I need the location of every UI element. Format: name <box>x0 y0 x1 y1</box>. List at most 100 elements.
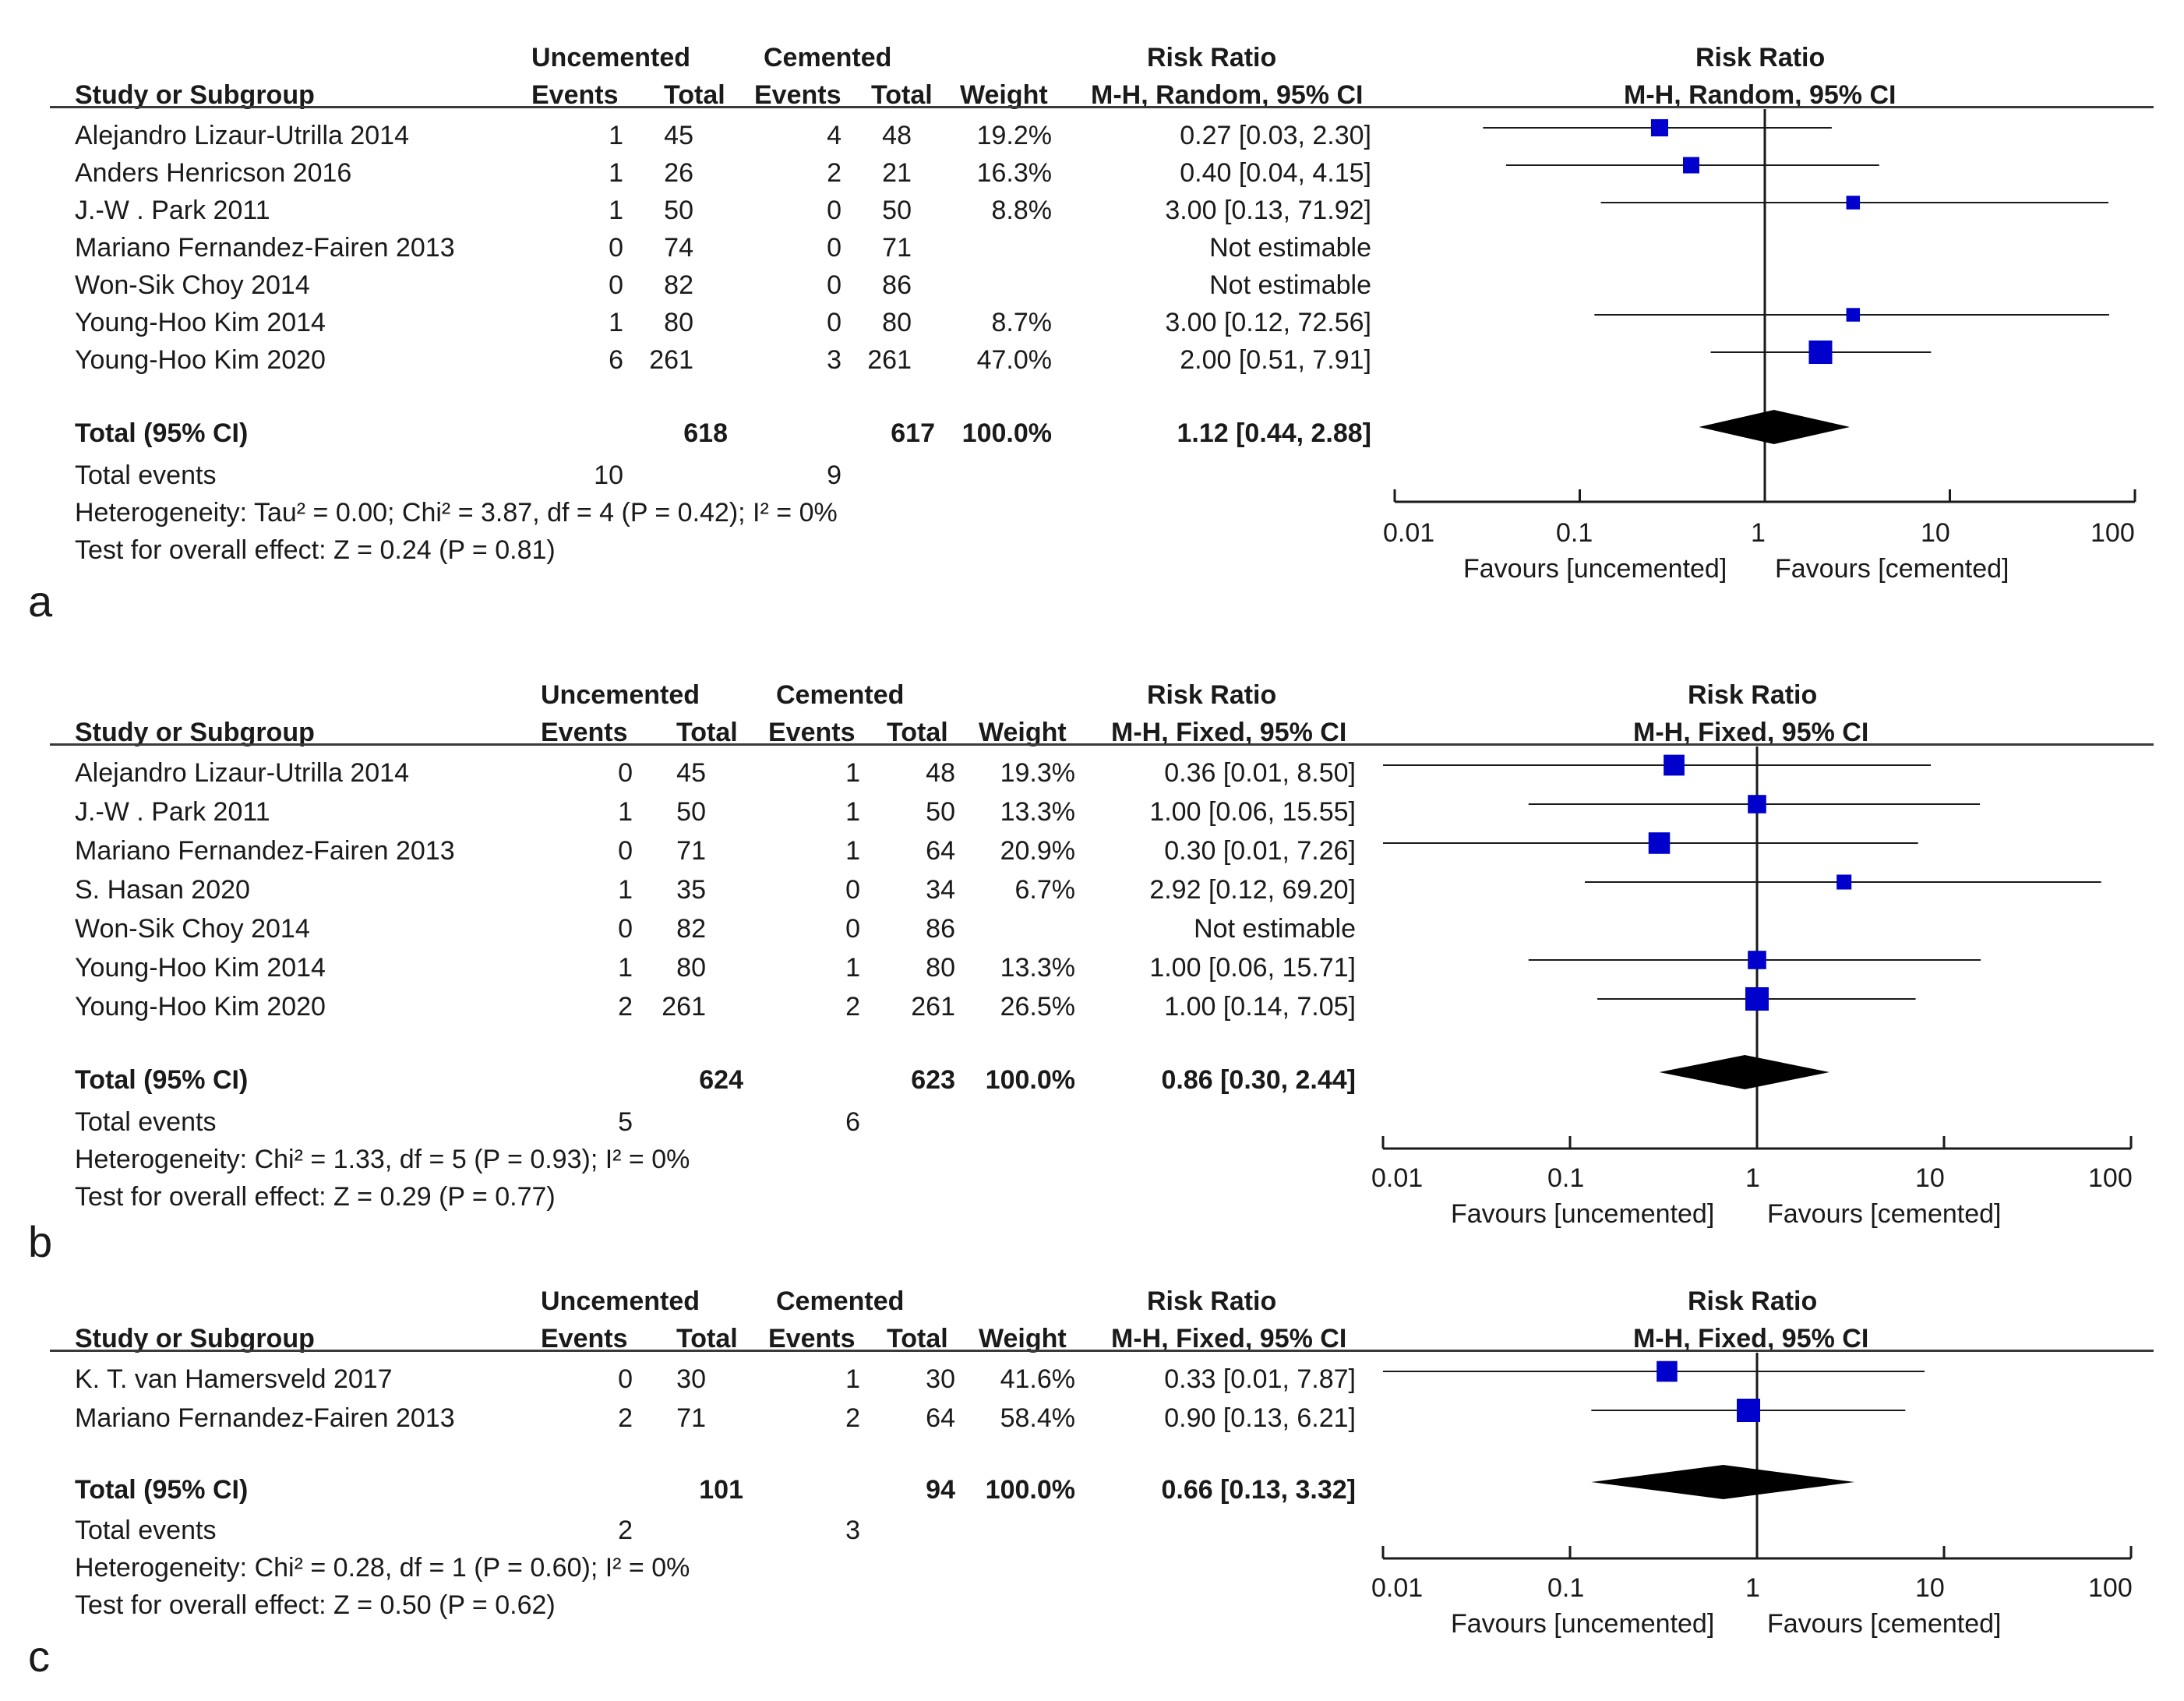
study-name: Alejandro Lizaur-Utrilla 2014 <box>75 121 410 150</box>
total2: 71 <box>882 233 912 263</box>
events2-total: 9 <box>827 461 841 490</box>
forest-plot-a <box>1393 109 2136 503</box>
col-rr-method-header: M-H, Fixed, 95% CI <box>1111 1324 1347 1353</box>
panel-label: a <box>28 577 53 626</box>
group1-header: Uncemented <box>541 680 700 710</box>
study-name: Anders Henricson 2016 <box>75 158 352 188</box>
favours-left-label: Favours [uncemented] <box>1451 1609 1715 1639</box>
events1: 1 <box>618 797 633 827</box>
total2: 64 <box>926 836 955 866</box>
favours-right-label: Favours [cemented] <box>1767 1609 2002 1639</box>
events2: 1 <box>845 1364 860 1394</box>
pooled-diamond <box>1699 410 1851 444</box>
risk-ratio-ci: Not estimable <box>1209 270 1371 300</box>
total2: 86 <box>926 914 955 944</box>
col-rr-method-header: M-H, Fixed, 95% CI <box>1111 718 1347 747</box>
axis-tick-label: 10 <box>1921 518 1950 548</box>
events1: 6 <box>609 345 623 375</box>
axis-tick-label: 0.1 <box>1547 1163 1585 1193</box>
total2: 261 <box>867 345 912 375</box>
events2-total: 3 <box>845 1516 860 1545</box>
events1: 0 <box>618 836 633 866</box>
col-events2-header: Events <box>754 80 841 110</box>
axis-tick-label: 10 <box>1915 1573 1945 1603</box>
axis-tick-label: 0.1 <box>1556 518 1593 548</box>
events1-total: 10 <box>594 461 623 490</box>
study-name: Won-Sik Choy 2014 <box>75 270 310 300</box>
col-rr-method-header: M-H, Random, 95% CI <box>1091 80 1364 110</box>
axis-tick-label: 0.01 <box>1383 518 1435 548</box>
weight: 8.7% <box>991 308 1053 337</box>
total2: 48 <box>926 758 955 788</box>
events1: 1 <box>618 953 633 983</box>
total1: 74 <box>664 233 693 263</box>
favours-right-label: Favours [cemented] <box>1775 554 2009 584</box>
events1-total: 2 <box>618 1516 633 1545</box>
total-rr: 0.86 [0.30, 2.44] <box>1161 1065 1356 1095</box>
weight: 8.8% <box>991 196 1053 225</box>
axis-tick-label: 0.01 <box>1371 1163 1424 1193</box>
total1: 50 <box>664 196 693 225</box>
axis-tick-label: 100 <box>2088 1163 2133 1193</box>
axis-tick-label: 100 <box>2088 1573 2133 1603</box>
events1: 1 <box>609 121 623 150</box>
plot-method-header: M-H, Fixed, 95% CI <box>1633 718 1869 747</box>
total2: 80 <box>882 308 912 337</box>
risk-ratio-ci: 3.00 [0.12, 72.56] <box>1165 308 1371 337</box>
total2: 48 <box>882 121 912 150</box>
study-name: Young-Hoo Kim 2014 <box>75 953 326 983</box>
events1: 2 <box>618 1403 633 1433</box>
col-events1-header: Events <box>541 1324 628 1353</box>
plot-title: Risk Ratio <box>1688 1286 1818 1316</box>
study-name: Young-Hoo Kim 2014 <box>75 308 326 337</box>
col-total2-header: Total <box>871 80 933 110</box>
weight: 20.9% <box>1000 836 1075 866</box>
events2: 0 <box>845 875 860 905</box>
study-marker <box>1808 341 1833 364</box>
study-marker <box>1657 1360 1678 1382</box>
events2: 4 <box>827 121 841 150</box>
header-rule <box>50 1350 2154 1352</box>
total-label: Total (95% CI) <box>75 1475 249 1505</box>
study-marker <box>1748 951 1766 969</box>
total2: 80 <box>926 953 955 983</box>
study-name: Mariano Fernandez-Fairen 2013 <box>75 233 455 263</box>
total1: 30 <box>676 1364 706 1394</box>
col-total1-header: Total <box>676 718 738 747</box>
overall-effect-text: Test for overall effect: Z = 0.29 (P = 0… <box>75 1182 556 1212</box>
forest-panel-a: Uncemented Cemented Risk Ratio Risk Rati… <box>0 0 2184 639</box>
risk-ratio-ci: 0.40 [0.04, 4.15] <box>1180 158 1371 188</box>
total2-value: 623 <box>911 1065 955 1095</box>
events2: 1 <box>845 797 860 827</box>
axis-tick-label: 0.01 <box>1371 1573 1424 1603</box>
forest-panel-c: Uncemented Cemented Risk Ratio Risk Rati… <box>0 1262 2184 1701</box>
events1-total: 5 <box>618 1107 633 1137</box>
study-marker <box>1650 118 1668 137</box>
weight: 19.2% <box>976 121 1052 150</box>
axis-tick-label: 1 <box>1745 1573 1760 1603</box>
total1: 45 <box>676 758 706 788</box>
study-name: Young-Hoo Kim 2020 <box>75 992 326 1022</box>
events-label: Total events <box>75 461 217 490</box>
events2: 0 <box>827 196 841 225</box>
pooled-diamond <box>1659 1055 1829 1089</box>
events1: 0 <box>618 758 633 788</box>
favours-left-label: Favours [uncemented] <box>1463 554 1727 584</box>
col-events2-header: Events <box>768 1324 856 1353</box>
col-events2-header: Events <box>768 718 856 747</box>
group1-header: Uncemented <box>541 1286 700 1316</box>
group2-header: Cemented <box>764 43 892 72</box>
risk-ratio-ci: 0.30 [0.01, 7.26] <box>1164 836 1356 866</box>
forest-plot-c <box>1381 1353 2133 1560</box>
total1: 82 <box>676 914 706 944</box>
study-name: K. T. van Hamersveld 2017 <box>75 1364 393 1394</box>
col-total2-header: Total <box>887 1324 948 1353</box>
total2: 21 <box>882 158 912 188</box>
weight: 13.3% <box>1000 797 1075 827</box>
total1-value: 101 <box>699 1475 743 1505</box>
weight: 19.3% <box>1000 758 1075 788</box>
total2: 34 <box>926 875 955 905</box>
total1: 26 <box>664 158 693 188</box>
study-name: J.-W . Park 2011 <box>75 797 270 827</box>
rr-title: Risk Ratio <box>1147 1286 1277 1316</box>
